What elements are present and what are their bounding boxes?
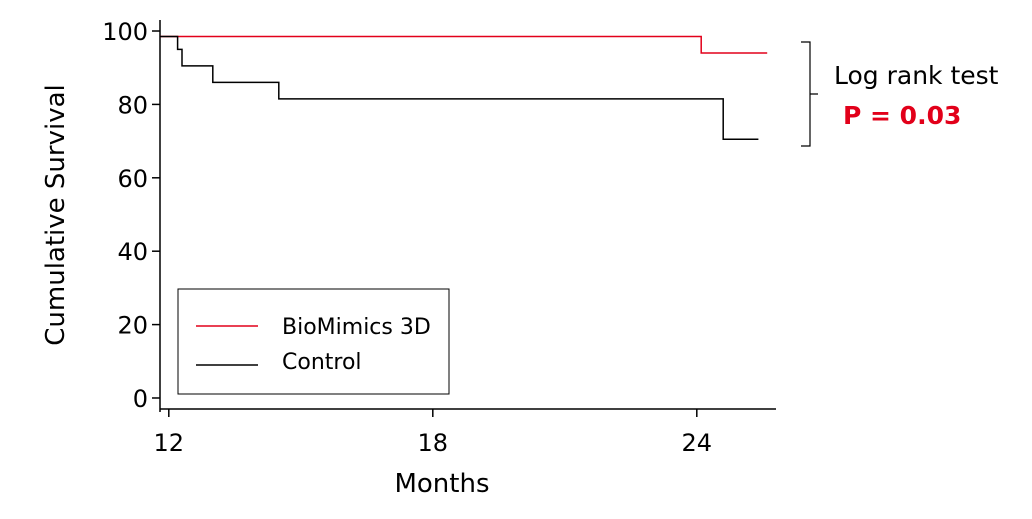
x-axis-title: Months [394, 469, 489, 499]
y-tick-label: 0 [133, 385, 148, 413]
x-tick-label: 18 [418, 429, 449, 457]
series-line-biomimics-3d [160, 35, 768, 54]
legend-label-control: Control [282, 350, 362, 375]
log-rank-label: Log rank test [834, 61, 999, 90]
series-lines [160, 35, 768, 141]
x-tick-label: 24 [682, 429, 713, 457]
y-ticks: 0 20 40 60 80 100 [102, 18, 160, 413]
series-line-control [160, 35, 759, 141]
y-tick-label: 60 [117, 165, 148, 193]
log-rank-annotation: Log rank test P = 0.03 [801, 41, 999, 147]
y-tick-label: 20 [117, 312, 148, 340]
p-value-label: P = 0.03 [843, 101, 961, 130]
x-tick-label: 12 [154, 429, 185, 457]
legend-label-biomimics: BioMimics 3D [282, 315, 431, 340]
y-tick-label: 100 [102, 18, 148, 46]
y-tick-label: 80 [117, 91, 148, 119]
legend-box [177, 288, 450, 395]
y-tick-label: 40 [117, 238, 148, 266]
legend: BioMimics 3D Control [177, 288, 450, 395]
x-ticks: 12 18 24 [154, 409, 713, 457]
annotation-bracket [801, 41, 818, 147]
y-axis-title: Cumulative Survival [41, 84, 71, 346]
